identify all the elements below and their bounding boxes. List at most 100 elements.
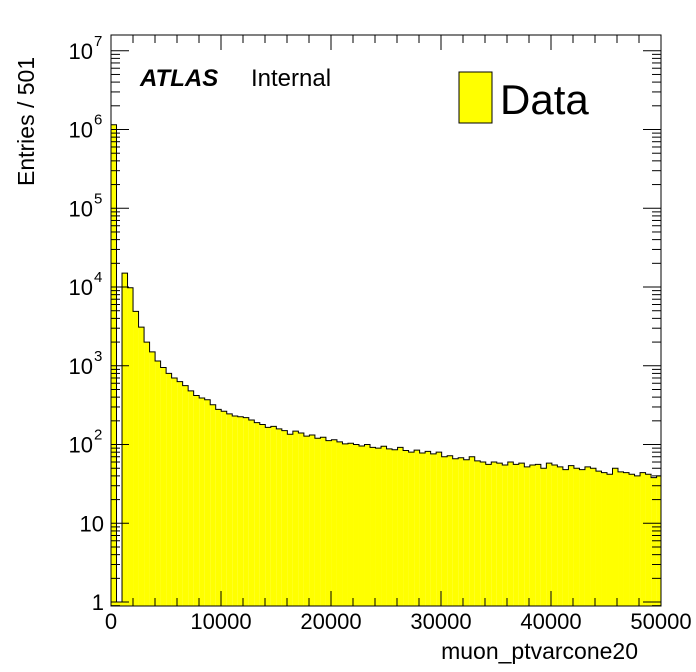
histogram-bar bbox=[221, 411, 227, 606]
y-tick-label: 10 4 bbox=[69, 269, 103, 300]
histogram-bar bbox=[557, 466, 563, 606]
histogram-bar bbox=[353, 444, 359, 606]
histogram-bar bbox=[425, 451, 431, 606]
histogram-bar bbox=[606, 474, 613, 606]
histogram-bar bbox=[430, 453, 437, 606]
histogram-bar bbox=[485, 464, 492, 606]
x-tick-label: 50000 bbox=[630, 609, 691, 634]
histogram-bar bbox=[651, 477, 657, 606]
histogram-bar bbox=[314, 438, 321, 606]
histogram-bar bbox=[452, 458, 459, 606]
histogram-bar bbox=[259, 424, 266, 606]
y-tick-label: 10 bbox=[80, 511, 104, 536]
histogram-bar bbox=[193, 395, 200, 606]
y-tick-label: 10 7 bbox=[69, 33, 103, 64]
svg-text:10: 10 bbox=[69, 433, 93, 458]
histogram-bar bbox=[381, 446, 387, 606]
svg-text:10: 10 bbox=[69, 39, 93, 64]
histogram-bar bbox=[513, 464, 519, 606]
histogram-bar bbox=[634, 475, 641, 606]
svg-text:10: 10 bbox=[80, 511, 104, 536]
histogram-bar bbox=[188, 390, 194, 606]
histogram-bar bbox=[447, 455, 453, 606]
histogram-bar bbox=[309, 435, 315, 606]
histogram-bar bbox=[645, 474, 652, 606]
histogram-bar bbox=[458, 457, 464, 606]
histogram-bar bbox=[122, 273, 128, 606]
histogram-bar bbox=[370, 447, 376, 606]
histogram-bar bbox=[336, 441, 343, 606]
histogram-bar bbox=[640, 472, 646, 606]
svg-text:5: 5 bbox=[94, 190, 102, 207]
histogram-bar bbox=[524, 466, 530, 606]
histogram-bar bbox=[303, 436, 310, 606]
histogram-bar bbox=[226, 413, 233, 606]
histogram-bar bbox=[171, 377, 178, 606]
svg-text:4: 4 bbox=[94, 269, 102, 286]
histogram-bar bbox=[408, 452, 415, 606]
svg-text:10: 10 bbox=[69, 354, 93, 379]
histogram-bar bbox=[248, 419, 255, 606]
histogram-bar bbox=[133, 311, 139, 606]
histogram-bar bbox=[601, 472, 607, 606]
x-tick-label: 30000 bbox=[410, 609, 471, 634]
histogram-bar bbox=[166, 373, 172, 606]
histogram-bar bbox=[595, 471, 602, 606]
histogram-bar bbox=[204, 399, 211, 606]
histogram-bar bbox=[325, 440, 332, 606]
histogram-bar bbox=[199, 397, 205, 606]
histogram-bar bbox=[287, 434, 293, 606]
histogram-bar bbox=[232, 416, 238, 606]
histogram-bar bbox=[386, 448, 393, 606]
histogram-bar bbox=[546, 463, 552, 606]
plot-frame bbox=[110, 34, 662, 607]
histogram-bar bbox=[237, 416, 244, 606]
histogram-bar bbox=[281, 430, 288, 606]
histogram-bar bbox=[215, 409, 222, 606]
histogram-bar bbox=[347, 443, 354, 606]
histogram-bar bbox=[331, 439, 337, 606]
histogram-bar bbox=[419, 453, 426, 606]
histogram-bar bbox=[127, 287, 134, 606]
y-tick-label: 10 6 bbox=[69, 112, 103, 143]
histogram-bar bbox=[397, 447, 404, 606]
histogram-bar bbox=[359, 445, 365, 606]
histogram-bar bbox=[612, 468, 619, 606]
legend-swatch bbox=[458, 71, 493, 124]
histogram-bar bbox=[496, 463, 503, 606]
histogram-bar bbox=[149, 351, 156, 606]
histogram-bar bbox=[618, 471, 624, 606]
internal-label: Internal bbox=[251, 65, 331, 92]
histogram-bar bbox=[535, 464, 541, 606]
histogram-bar bbox=[463, 459, 470, 606]
histogram-bar bbox=[276, 428, 282, 606]
histogram-bar bbox=[210, 404, 216, 606]
svg-text:2: 2 bbox=[94, 427, 102, 444]
svg-text:6: 6 bbox=[94, 112, 102, 129]
histogram-bar bbox=[364, 444, 371, 606]
histogram-bar bbox=[623, 472, 630, 606]
histogram-bar bbox=[342, 443, 348, 606]
x-axis-title: muon_ptvarcone20 bbox=[441, 638, 638, 664]
svg-text:3: 3 bbox=[94, 348, 102, 365]
atlas-label: ATLAS bbox=[139, 65, 218, 92]
histogram-bar bbox=[160, 367, 167, 606]
histogram-bar bbox=[392, 449, 398, 606]
x-tick-label: 20000 bbox=[300, 609, 361, 634]
x-tick-label: 10000 bbox=[190, 609, 251, 634]
histogram-bar bbox=[320, 437, 326, 606]
y-axis-title: Entries / 501 bbox=[13, 57, 39, 186]
legend-entry-data: Data bbox=[500, 76, 589, 123]
histogram-bar bbox=[414, 450, 420, 606]
histogram-bar bbox=[441, 456, 448, 606]
histogram-bar bbox=[573, 468, 580, 606]
histogram-bar bbox=[182, 385, 189, 606]
histogram-outline bbox=[110, 124, 662, 606]
svg-text:10: 10 bbox=[69, 275, 93, 300]
y-tick-label: 10 3 bbox=[69, 348, 103, 379]
histogram-bar bbox=[590, 468, 596, 606]
histogram-bar bbox=[375, 448, 382, 606]
histogram-bar bbox=[270, 426, 277, 606]
